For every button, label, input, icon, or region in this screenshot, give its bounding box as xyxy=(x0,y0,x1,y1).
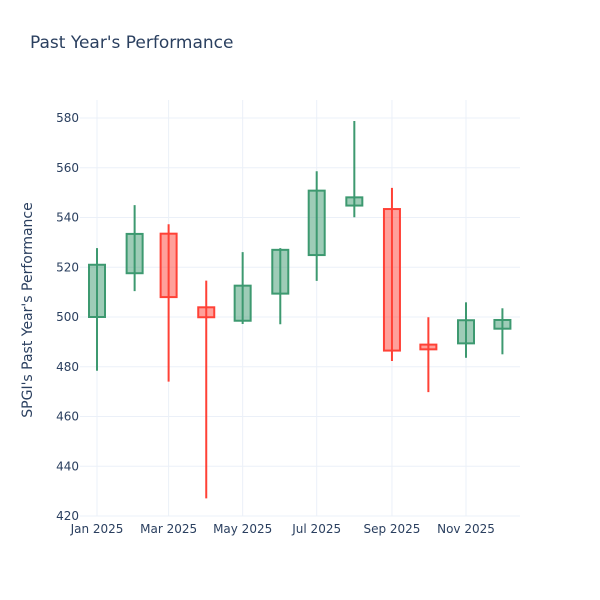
candle-body xyxy=(345,196,364,207)
chart-title: Past Year's Performance xyxy=(30,33,234,53)
candle-body xyxy=(457,319,475,345)
candle-body xyxy=(159,232,178,299)
axes: 420 440 460 480 500 520 540 560 580 Jan 2025 Mar 2… xyxy=(56,111,495,536)
x-tick-label: Sep 2025 xyxy=(363,522,420,536)
candle-increasing xyxy=(125,205,144,292)
y-tick-label: 520 xyxy=(56,260,79,274)
y-tick-label: 460 xyxy=(56,410,79,424)
candle-body xyxy=(307,189,326,257)
candle-body xyxy=(419,343,438,351)
y-tick-label: 480 xyxy=(56,360,79,374)
candle-decreasing xyxy=(382,187,401,362)
candle-body xyxy=(233,284,252,322)
candle-body xyxy=(88,263,106,319)
y-tick-label: 500 xyxy=(56,310,79,324)
candle-increasing xyxy=(307,171,326,281)
candle-body xyxy=(271,248,290,295)
y-tick-label: 540 xyxy=(56,211,79,225)
y-tick-label: 580 xyxy=(56,111,79,125)
x-tick-label: Jan 2025 xyxy=(70,522,124,536)
candle-decreasing xyxy=(419,317,438,393)
candles xyxy=(88,120,512,499)
y-tick-label: 420 xyxy=(56,509,79,523)
candle-increasing xyxy=(457,302,475,358)
candle-body xyxy=(197,306,216,319)
candle-increasing xyxy=(493,308,512,355)
candle-body xyxy=(382,208,401,352)
y-tick-label: 560 xyxy=(56,161,79,175)
x-tick-label: May 2025 xyxy=(213,522,272,536)
gridlines xyxy=(80,100,520,517)
candle-body xyxy=(493,318,512,330)
candle-decreasing xyxy=(197,280,216,499)
candle-increasing xyxy=(345,120,364,218)
x-tick-label: Jul 2025 xyxy=(291,522,341,536)
y-tick-label: 440 xyxy=(56,459,79,473)
candle-increasing xyxy=(88,248,106,371)
candle-decreasing xyxy=(159,224,178,382)
y-axis-label: SPGI's Past Year's Performance xyxy=(20,202,36,417)
candle-body xyxy=(125,232,144,275)
x-tick-label: Nov 2025 xyxy=(437,522,495,536)
candle-increasing xyxy=(271,248,290,325)
candle-increasing xyxy=(233,252,252,324)
x-tick-label: Mar 2025 xyxy=(140,522,197,536)
